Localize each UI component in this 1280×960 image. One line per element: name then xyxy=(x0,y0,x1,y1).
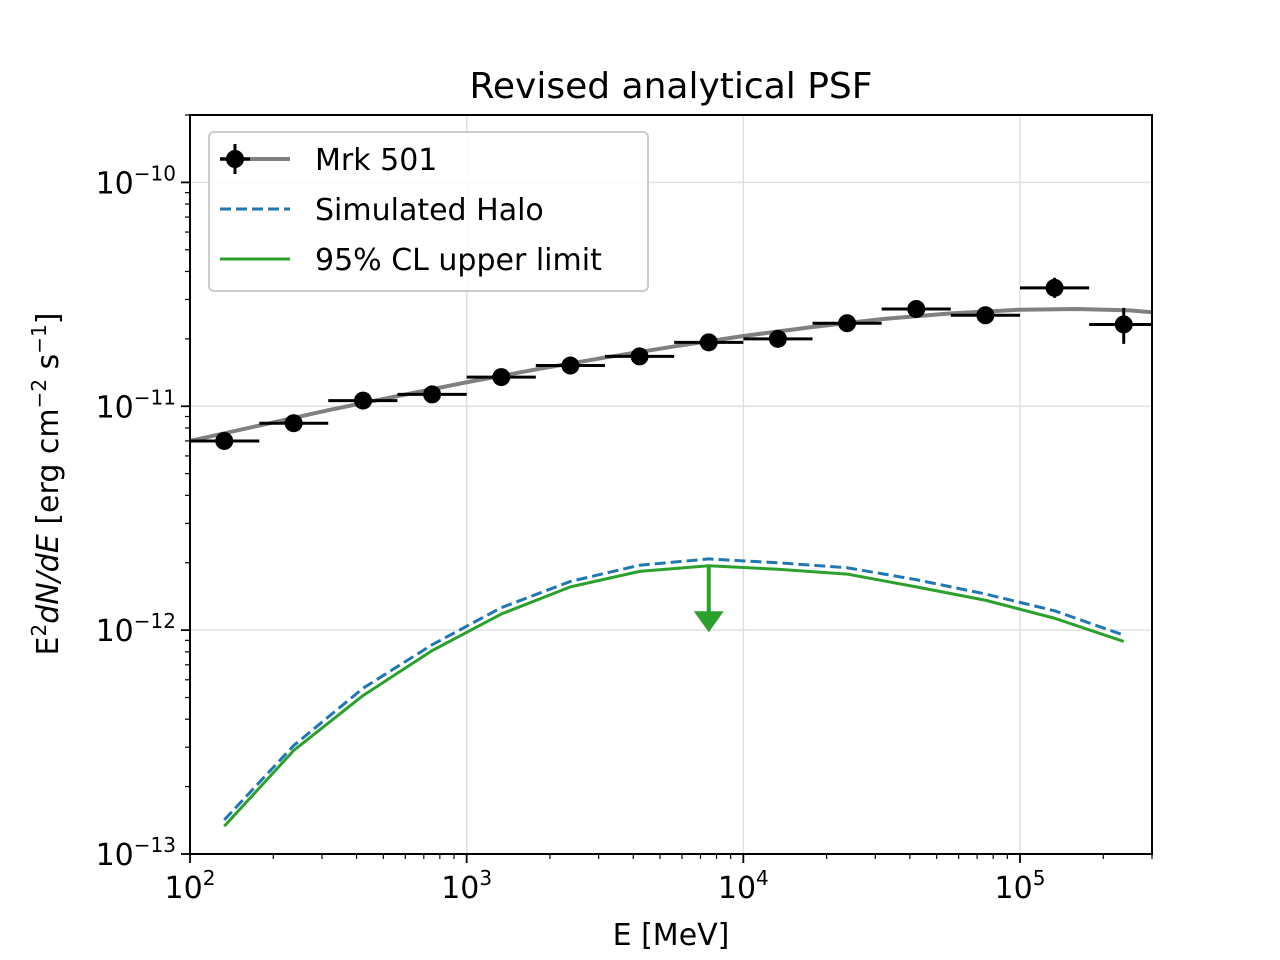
x-tick-label: 104 xyxy=(718,866,769,906)
y-tick-label: 10−13 xyxy=(96,833,176,873)
upper-limit-line xyxy=(223,564,1125,828)
upper-limit-arrow-head xyxy=(693,611,724,633)
plot-frame xyxy=(189,114,1153,855)
plot-series xyxy=(190,277,1152,828)
x-tick-label: 103 xyxy=(441,866,492,906)
mrk501-data-point xyxy=(1045,278,1064,297)
y-axis-label-dnde: dN/dE xyxy=(31,534,66,624)
halo-line xyxy=(223,557,1125,821)
mrk501-model-line xyxy=(190,306,1152,443)
y-tick-label: 10−12 xyxy=(96,609,176,649)
legend-label: Simulated Halo xyxy=(315,193,544,228)
x-tick-label: 105 xyxy=(995,866,1046,906)
mrk501-data-point xyxy=(630,347,649,366)
x-tick-label: 102 xyxy=(165,866,216,906)
y-axis-label-close: ] xyxy=(31,313,66,325)
mrk501-data-point xyxy=(423,385,442,404)
mrk501-data-point xyxy=(215,431,234,450)
y-tick-label: 10−11 xyxy=(96,385,176,425)
y-axis-label-s: s xyxy=(31,354,66,379)
legend-label: 95% CL upper limit xyxy=(315,243,602,278)
y-axis-label: E2dN/dE [erg cm−2 s−1] xyxy=(27,313,66,656)
legend-mrk501-marker xyxy=(226,150,244,168)
y-axis-label-unit: [erg cm xyxy=(31,408,66,534)
mrk501-data-point xyxy=(976,306,995,325)
y-tick-label: 10−10 xyxy=(96,161,176,201)
chart-title: Revised analytical PSF xyxy=(470,66,873,107)
mrk501-data-point xyxy=(838,314,857,333)
mrk501-data-point xyxy=(699,333,718,352)
mrk501-data-point xyxy=(768,329,787,348)
mrk501-data-point xyxy=(561,356,580,375)
mrk501-data-point xyxy=(284,414,303,433)
mrk501-data-point xyxy=(907,299,926,318)
legend-box xyxy=(208,131,649,292)
mrk501-data-point xyxy=(492,368,511,387)
legend: Mrk 501 Simulated Halo 95% CL upper limit xyxy=(208,131,649,292)
x-axis-label: E [MeV] xyxy=(613,918,730,953)
mrk501-data-point xyxy=(354,391,373,410)
axis-ticks: 102 103 104 105 10−13 10−12 10−11 10−10 xyxy=(96,114,1153,906)
y-axis-label-s-exp: −1 xyxy=(27,324,51,353)
y-axis-label-sup: 2 xyxy=(27,624,51,637)
mrk501-data-point xyxy=(1114,315,1133,334)
legend-label: Mrk 501 xyxy=(315,143,437,178)
y-axis-label-e: E xyxy=(31,637,66,656)
y-axis-label-cm-exp: −2 xyxy=(27,379,51,408)
